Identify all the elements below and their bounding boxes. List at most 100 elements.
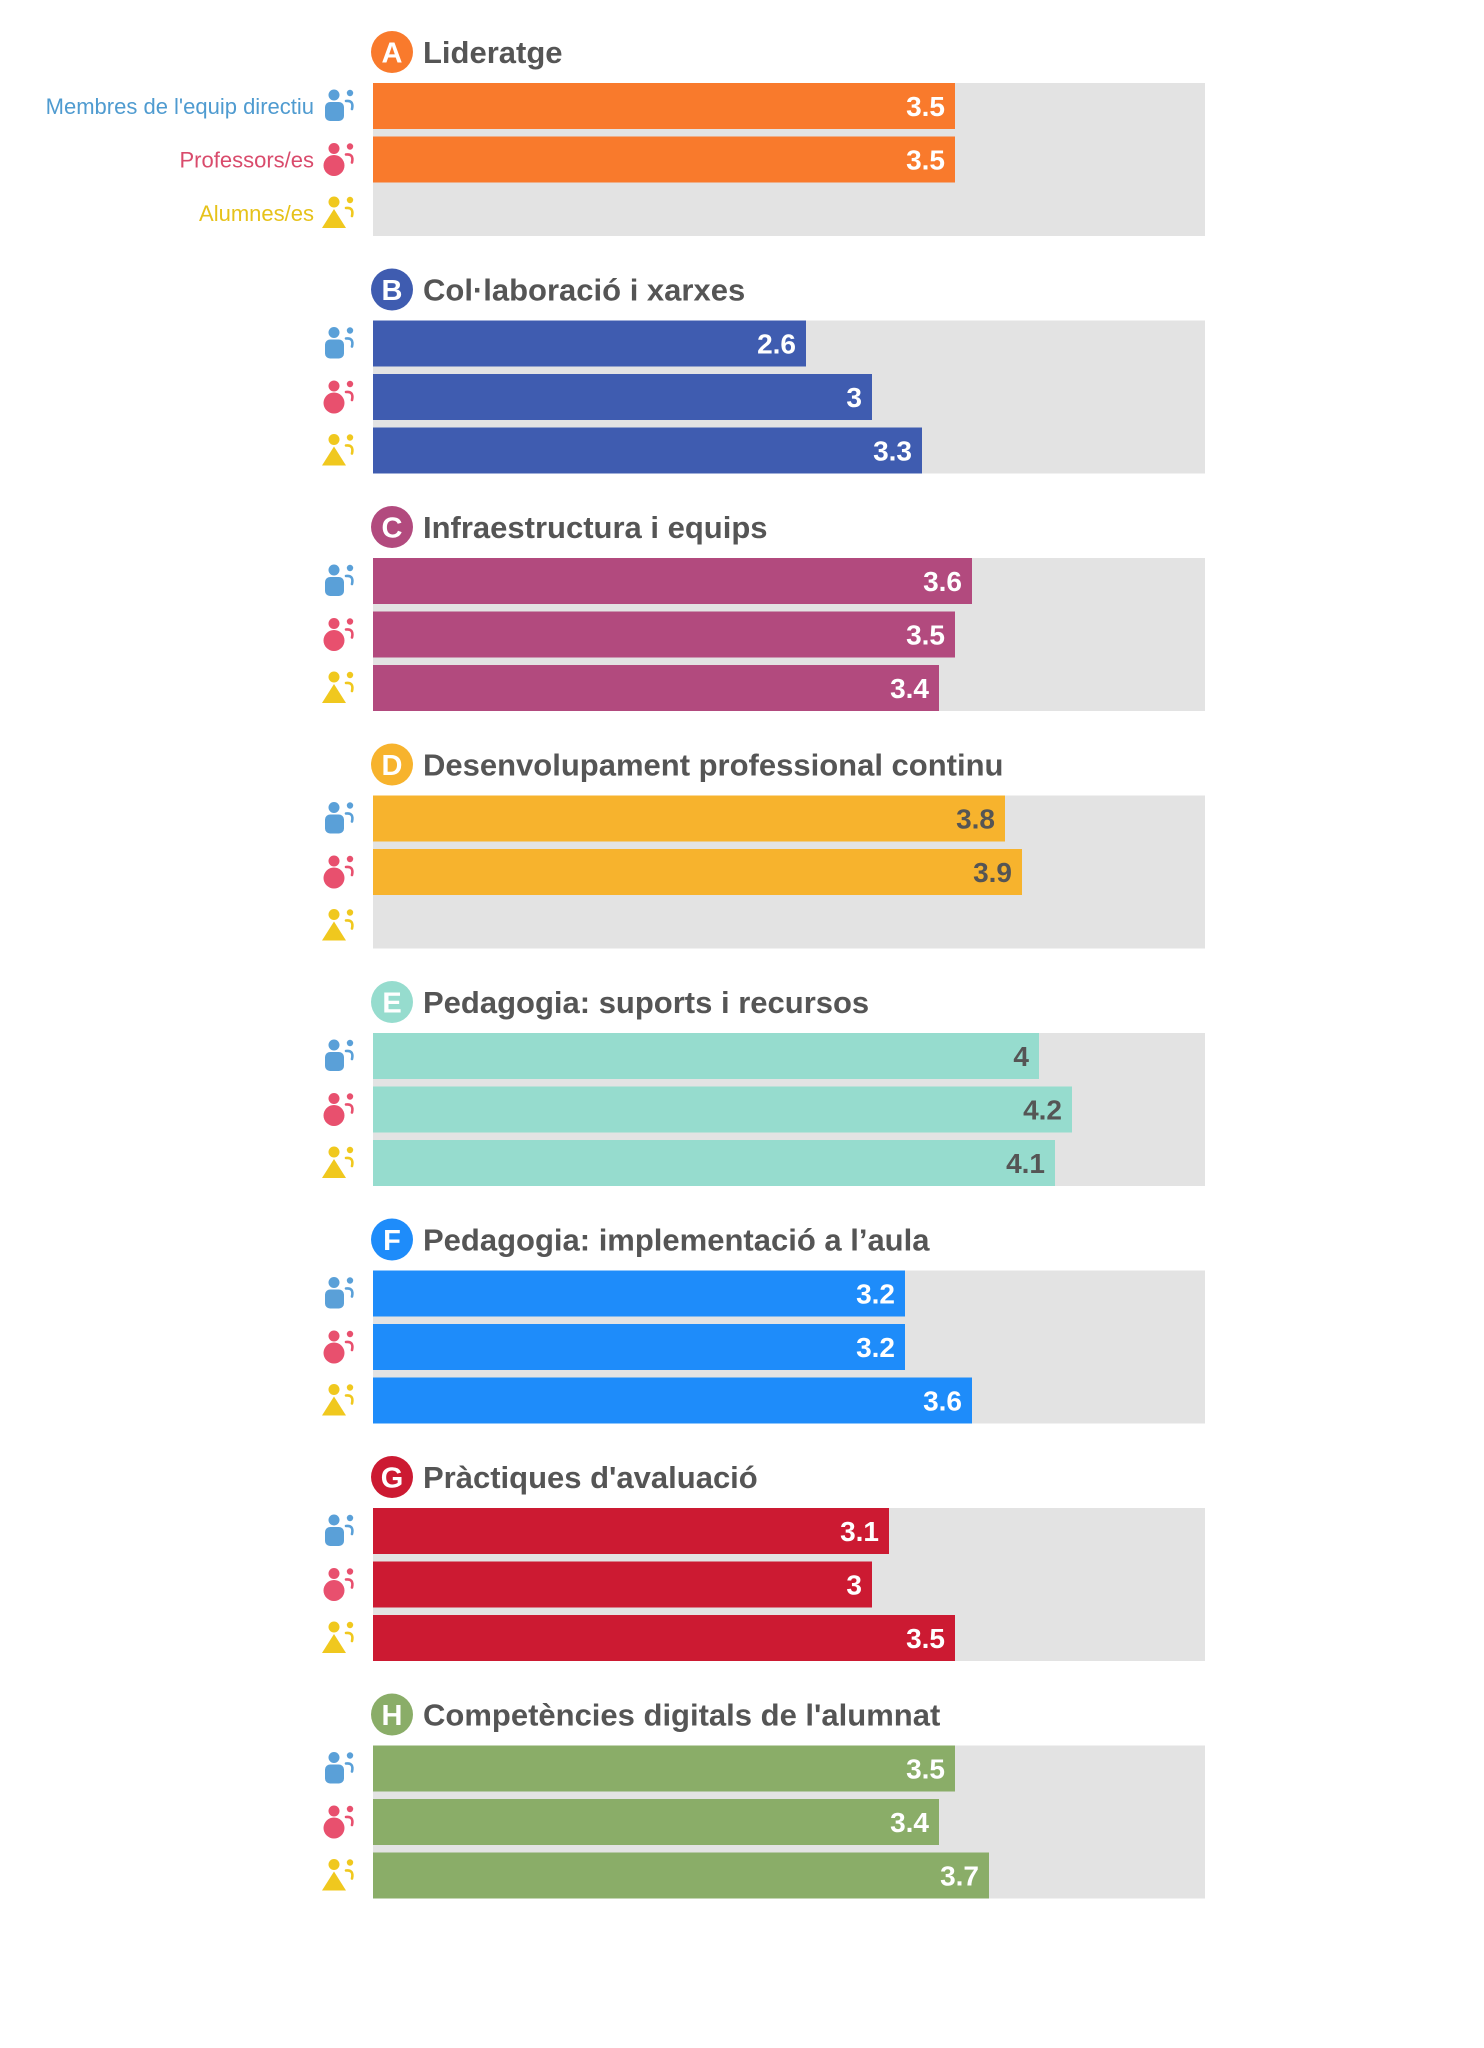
- icon-head: [328, 1514, 340, 1526]
- person-icon-f-2: [323, 1330, 354, 1364]
- icon-head: [328, 1805, 340, 1817]
- icon-companion-body: [344, 444, 354, 455]
- category-title-g: Pràctiques d'avaluació: [423, 1460, 758, 1495]
- legend-label-2: Professors/es: [180, 148, 315, 173]
- icon-body: [322, 684, 346, 703]
- icon-companion-body: [344, 919, 354, 930]
- category-letter-a: A: [382, 38, 403, 70]
- icon-head: [328, 89, 340, 101]
- icon-companion-head: [346, 855, 354, 863]
- category-title-c: Infraestructura i equips: [423, 510, 768, 545]
- bar-h-1: [373, 1745, 955, 1792]
- category-letter-e: E: [382, 988, 401, 1020]
- icon-companion-body: [344, 1340, 354, 1352]
- icon-companion-head: [346, 1146, 354, 1154]
- icon-companion-body: [344, 1762, 354, 1773]
- category-letter-b: B: [382, 275, 403, 307]
- person-icon-e-2: [323, 1093, 354, 1126]
- icon-companion-body: [344, 153, 354, 164]
- person-icon-d-2: [323, 855, 354, 889]
- icon-head: [328, 1330, 340, 1342]
- person-icon-e-1: [325, 1039, 354, 1071]
- category-badge-b: [371, 268, 413, 311]
- icon-companion-head: [346, 1805, 354, 1813]
- icon-body: [325, 1527, 344, 1546]
- bar-value-c-1: 3.6: [923, 566, 962, 597]
- icon-companion-body: [344, 865, 354, 877]
- icon-body: [325, 577, 344, 596]
- category-letter-g: G: [381, 1463, 404, 1495]
- icon-companion-head: [346, 1568, 354, 1575]
- icon-companion-body: [344, 574, 354, 586]
- bar-value-a-1: 3.5: [906, 91, 945, 122]
- category-title-h: Competències digitals de l'alumnat: [423, 1698, 940, 1733]
- bar-value-d-1: 3.8: [956, 804, 995, 835]
- icon-companion-head: [346, 196, 354, 204]
- icon-companion-body: [344, 99, 354, 111]
- category-title-f: Pedagogia: implementació a l’aula: [423, 1223, 930, 1258]
- icon-companion-body: [344, 1287, 354, 1298]
- bar-b-2: [373, 374, 872, 420]
- bar-c-2: [373, 611, 955, 658]
- person-icon-b-3: [322, 434, 354, 466]
- icon-head: [328, 1093, 340, 1104]
- icon-body: [325, 1289, 344, 1309]
- icon-companion-body: [344, 1156, 354, 1168]
- person-icon-h-2: [323, 1805, 354, 1839]
- category-title-a: Lideratge: [423, 35, 563, 70]
- icon-body: [323, 1580, 345, 1601]
- bar-g-3: [373, 1615, 955, 1661]
- icon-head: [328, 143, 340, 154]
- category-badge-a: [371, 31, 413, 73]
- icon-head: [328, 909, 340, 920]
- bar-value-a-2: 3.5: [906, 145, 945, 176]
- bar-e-3: [373, 1140, 1055, 1186]
- icon-companion-head: [346, 909, 354, 916]
- icon-companion-head: [346, 671, 354, 679]
- bar-c-3: [373, 665, 939, 711]
- bar-value-e-2: 4.2: [1023, 1095, 1062, 1126]
- bar-f-3: [373, 1377, 972, 1424]
- icon-companion-head: [346, 1039, 354, 1047]
- bar-f-2: [373, 1324, 905, 1370]
- icon-head: [328, 1859, 340, 1870]
- bar-value-f-3: 3.6: [923, 1386, 962, 1417]
- icon-head: [328, 618, 340, 629]
- icon-head: [328, 671, 340, 683]
- icon-companion-head: [346, 1277, 354, 1284]
- icon-body: [323, 392, 345, 414]
- icon-companion-body: [344, 1631, 354, 1643]
- person-icon-d-3: [322, 909, 354, 941]
- icon-companion-head: [346, 1859, 354, 1866]
- icon-head: [328, 1277, 340, 1288]
- category-letter-d: D: [382, 750, 403, 782]
- icon-companion-body: [344, 1869, 354, 1880]
- category-letter-h: H: [382, 1700, 403, 1732]
- person-icon-h-1: [325, 1752, 354, 1784]
- icon-body: [322, 1396, 346, 1416]
- icon-body: [325, 102, 344, 121]
- person-icon-b-2: [323, 380, 354, 414]
- bar-e-1: [373, 1033, 1039, 1079]
- icon-companion-head: [346, 564, 354, 572]
- icon-head: [328, 855, 340, 867]
- bar-value-h-3: 3.7: [940, 1861, 979, 1892]
- icon-companion-head: [346, 1621, 354, 1629]
- icon-companion-head: [346, 1330, 354, 1338]
- icon-companion-body: [344, 1103, 354, 1114]
- bar-value-d-2: 3.9: [973, 857, 1012, 888]
- bar-a-2: [373, 136, 955, 183]
- person-icon-g-1: [325, 1514, 354, 1546]
- person-icon-c-3: [322, 671, 354, 703]
- bar-a-1: [373, 83, 955, 129]
- icon-body: [323, 155, 345, 176]
- bar-b-3: [373, 427, 922, 474]
- person-icon-g-3: [322, 1621, 354, 1653]
- icon-body: [323, 630, 345, 651]
- person-icon-f-1: [325, 1277, 354, 1309]
- icon-companion-body: [344, 1049, 354, 1061]
- category-title-b: Col·laboració i xarxes: [423, 273, 745, 308]
- bar-e-2: [373, 1086, 1072, 1133]
- icon-companion-body: [344, 812, 354, 823]
- category-badge-f: [371, 1218, 413, 1261]
